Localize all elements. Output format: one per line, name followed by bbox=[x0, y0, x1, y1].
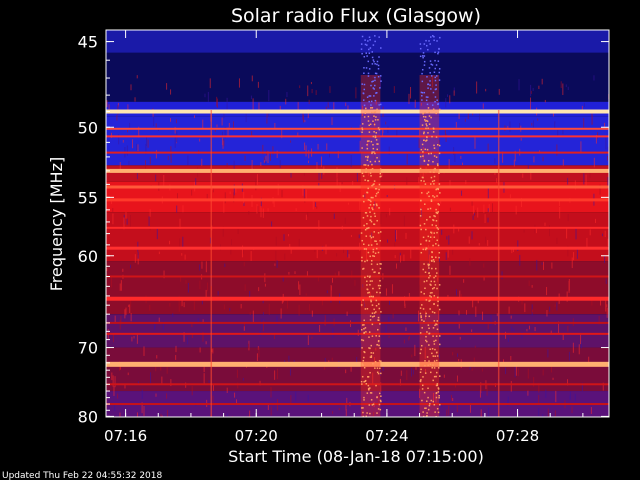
interference-line bbox=[106, 246, 609, 250]
y-tick-label: 55 bbox=[78, 188, 98, 207]
interference-line bbox=[106, 275, 609, 278]
y-tick-label: 80 bbox=[78, 407, 98, 426]
plot-frame bbox=[105, 29, 610, 418]
interference-line bbox=[106, 109, 609, 114]
interference-line bbox=[106, 296, 609, 301]
spectrum-band bbox=[106, 212, 609, 262]
x-tick-label: 07:20 bbox=[235, 427, 278, 445]
interference-line bbox=[106, 226, 609, 229]
burst-column bbox=[360, 35, 382, 417]
interference-line bbox=[106, 151, 609, 154]
faint-burst-column bbox=[497, 110, 500, 417]
spectrum-band bbox=[106, 314, 609, 348]
interference-line bbox=[106, 361, 609, 367]
x-tick-label: 07:28 bbox=[496, 427, 539, 445]
y-axis-label: Frequency [MHz] bbox=[47, 157, 66, 291]
y-tick-label: 50 bbox=[78, 118, 98, 137]
spectrum-band bbox=[106, 30, 609, 53]
x-axis: 07:16 07:20 07:24 07:28 bbox=[104, 30, 584, 445]
interference-line bbox=[106, 383, 609, 386]
x-axis-label: Start Time (08-Jan-18 07:15:00) bbox=[228, 447, 484, 466]
interference-line bbox=[106, 135, 609, 138]
x-tick-label: 07:16 bbox=[104, 427, 147, 445]
x-tick-label: 07:24 bbox=[365, 427, 408, 445]
interference-line bbox=[106, 168, 609, 173]
y-axis: 45 50 55 60 70 80 bbox=[78, 33, 609, 426]
spectrum-band bbox=[106, 116, 609, 166]
y-tick-label: 45 bbox=[78, 33, 98, 52]
interference-line bbox=[106, 321, 609, 324]
updated-timestamp: Updated Thu Feb 22 04:55:32 2018 bbox=[2, 471, 163, 480]
spectrogram-plot-area bbox=[106, 30, 609, 417]
spectrum-band bbox=[106, 101, 609, 117]
y-tick-label: 70 bbox=[78, 339, 98, 358]
y-tick-label: 60 bbox=[78, 247, 98, 266]
chart-title: Solar radio Flux (Glasgow) bbox=[231, 5, 481, 27]
faint-burst-column bbox=[210, 110, 213, 417]
interference-line bbox=[106, 185, 609, 189]
burst-column bbox=[419, 35, 441, 417]
interference-line bbox=[106, 403, 609, 406]
interference-line bbox=[106, 198, 609, 202]
interference-line bbox=[106, 127, 609, 130]
interference-line bbox=[106, 332, 609, 335]
spectrum-band bbox=[106, 52, 609, 102]
